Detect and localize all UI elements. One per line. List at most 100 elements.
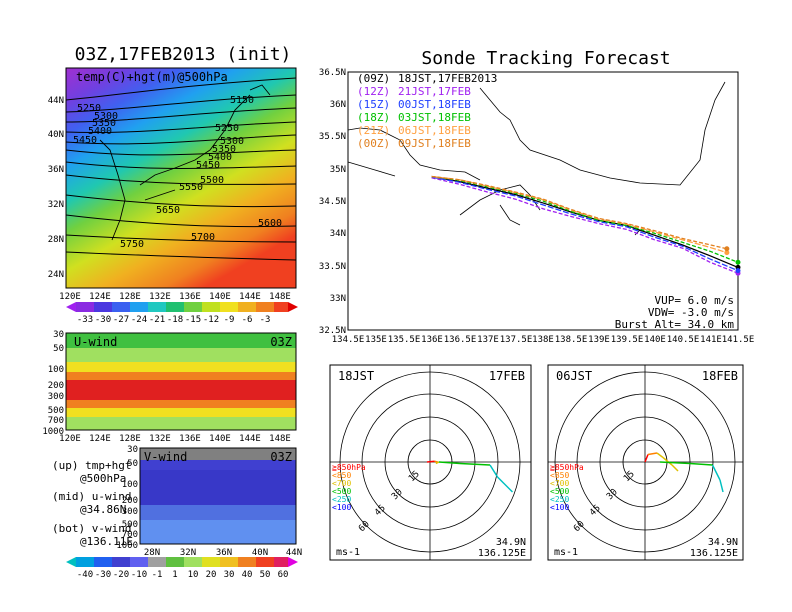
svg-text:30: 30 — [224, 570, 235, 580]
lon-label: 148E — [269, 292, 291, 302]
lat-label: 36N — [48, 165, 64, 175]
svg-text:-20: -20 — [113, 570, 129, 580]
hodograph-segment — [671, 464, 679, 472]
contour-label: 5500 — [200, 175, 224, 186]
svg-text:-10: -10 — [131, 570, 147, 580]
contour-label: 5550 — [179, 182, 203, 193]
contour-label: 5300 — [220, 136, 244, 147]
height-contours — [65, 77, 297, 261]
hodograph-segment — [647, 452, 658, 456]
track-panel: 36.5N 36N 35.5N 35N 34.5N 34N 33.5N 33N … — [319, 68, 754, 345]
svg-text:136.5E: 136.5E — [444, 335, 477, 345]
wind-colorbar-labels: -40 -30 -20 -10 -1 1 10 20 30 40 50 60 — [77, 570, 289, 580]
svg-text:30: 30 — [127, 445, 138, 455]
hodo-left-unit: ms-1 — [336, 547, 360, 558]
svg-text:<850: <850 — [550, 471, 569, 480]
svg-text:60: 60 — [278, 570, 289, 580]
svg-text:34.5N: 34.5N — [319, 197, 346, 207]
svg-text:138E: 138E — [532, 335, 554, 345]
hodograph-segment — [711, 464, 721, 481]
svg-text:10: 10 — [188, 570, 199, 580]
svg-text:136E: 136E — [179, 434, 201, 444]
hodograph-segment — [435, 461, 440, 465]
contour-label: 5400 — [208, 152, 232, 163]
svg-text:128E: 128E — [119, 434, 141, 444]
track-lines — [431, 175, 741, 276]
svg-text:<100: <100 — [550, 503, 569, 512]
svg-text:132E: 132E — [149, 434, 171, 444]
svg-text:@34.86N: @34.86N — [80, 503, 126, 516]
svg-text:<100: <100 — [332, 503, 351, 512]
hodograph-segment — [689, 462, 713, 466]
svg-text:-9: -9 — [224, 315, 235, 325]
hodograph-right: 06JST 18FEB 15 30 45 60 ≧850hPa <850 <70… — [547, 364, 744, 561]
svg-text:36.5N: 36.5N — [319, 68, 346, 78]
hodo-right-time: 06JST — [556, 369, 592, 383]
svg-text:≧850hPa: ≧850hPa — [550, 463, 584, 472]
hodograph-segment — [489, 464, 499, 478]
main-title: Sonde Tracking Forecast — [421, 48, 670, 69]
vwind-lat-labels: 28N 32N 36N 40N 44N — [144, 548, 302, 558]
hodograph-segment — [496, 476, 514, 493]
svg-text:(up) tmp+hgt: (up) tmp+hgt — [52, 459, 131, 472]
svg-text:137.5E: 137.5E — [500, 335, 533, 345]
track-endpoint — [735, 268, 741, 274]
hodo-right-lat: 34.9N — [708, 537, 738, 548]
svg-text:20: 20 — [206, 570, 217, 580]
legend-entry-init: (21Z) — [357, 124, 390, 137]
lat-label: 40N — [48, 130, 64, 140]
svg-text:1: 1 — [172, 570, 177, 580]
panel-notes: (up) tmp+hgt @500hPa (mid) u-wind @34.86… — [52, 459, 133, 548]
svg-text:500: 500 — [122, 520, 138, 530]
temp-colorbar-labels: -33 -30 -27 -24 -21 -18 -15 -12 -9 -6 -3 — [77, 315, 271, 325]
hodo-right-lon: 136.125E — [690, 548, 738, 559]
hodo-left-lat: 34.9N — [496, 537, 526, 548]
svg-text:140E: 140E — [644, 335, 666, 345]
coastlines — [99, 84, 271, 241]
vup-param: VUP= 6.0 m/s — [655, 294, 734, 307]
lat-label: 44N — [48, 96, 64, 106]
svg-text:-33: -33 — [77, 315, 93, 325]
svg-text:32N: 32N — [180, 548, 196, 558]
svg-text:-40: -40 — [77, 570, 93, 580]
svg-text:-15: -15 — [185, 315, 201, 325]
svg-text:-24: -24 — [131, 315, 147, 325]
svg-text:700: 700 — [122, 530, 138, 540]
uwind-pressure-labels: 30 50 100 200 300 500 700 1000 — [42, 330, 64, 437]
legend-entry-init: (15Z) — [357, 98, 390, 111]
lat-label: 28N — [48, 235, 64, 245]
hodograph-segment — [426, 460, 435, 463]
svg-text:36N: 36N — [216, 548, 232, 558]
svg-text:≧850hPa: ≧850hPa — [332, 463, 366, 472]
contour-label: 5450 — [73, 135, 97, 146]
svg-text:@500hPa: @500hPa — [80, 472, 126, 485]
lon-label: 140E — [209, 292, 231, 302]
svg-text:-30: -30 — [95, 315, 111, 325]
svg-text:135.5E: 135.5E — [388, 335, 421, 345]
legend-entry: 03JST,18FEB — [398, 111, 471, 124]
map-frame — [65, 67, 297, 289]
hodo-left-levels: ≧850hPa <850 <700 <500 <250 <100 — [332, 463, 366, 512]
svg-text:120E: 120E — [59, 434, 81, 444]
track-endpoint — [724, 246, 730, 252]
svg-text:-18: -18 — [167, 315, 183, 325]
hodograph-segment — [662, 456, 673, 466]
contour-label: 5750 — [120, 239, 144, 250]
svg-text:-30: -30 — [95, 570, 111, 580]
svg-text:<850: <850 — [332, 471, 351, 480]
svg-text:-12: -12 — [203, 315, 219, 325]
svg-text:139E: 139E — [588, 335, 610, 345]
svg-text:144E: 144E — [239, 434, 261, 444]
svg-text:44N: 44N — [286, 548, 302, 558]
legend-entry: 06JST,18FEB — [398, 124, 471, 137]
legend-entry-init: (18Z) — [357, 111, 390, 124]
uwind-time: 03Z — [270, 335, 292, 349]
svg-text:300: 300 — [122, 507, 138, 517]
contour-label: 5650 — [156, 205, 180, 216]
map-lat-labels: 44N 40N 36N 32N 28N 24N — [48, 96, 64, 280]
track-lat-labels: 36.5N 36N 35.5N 35N 34.5N 34N 33.5N 33N … — [319, 68, 346, 336]
svg-text:140.5E: 140.5E — [667, 335, 700, 345]
svg-text:33.5N: 33.5N — [319, 262, 346, 272]
svg-text:<500: <500 — [550, 487, 569, 496]
svg-text:35N: 35N — [330, 165, 346, 175]
